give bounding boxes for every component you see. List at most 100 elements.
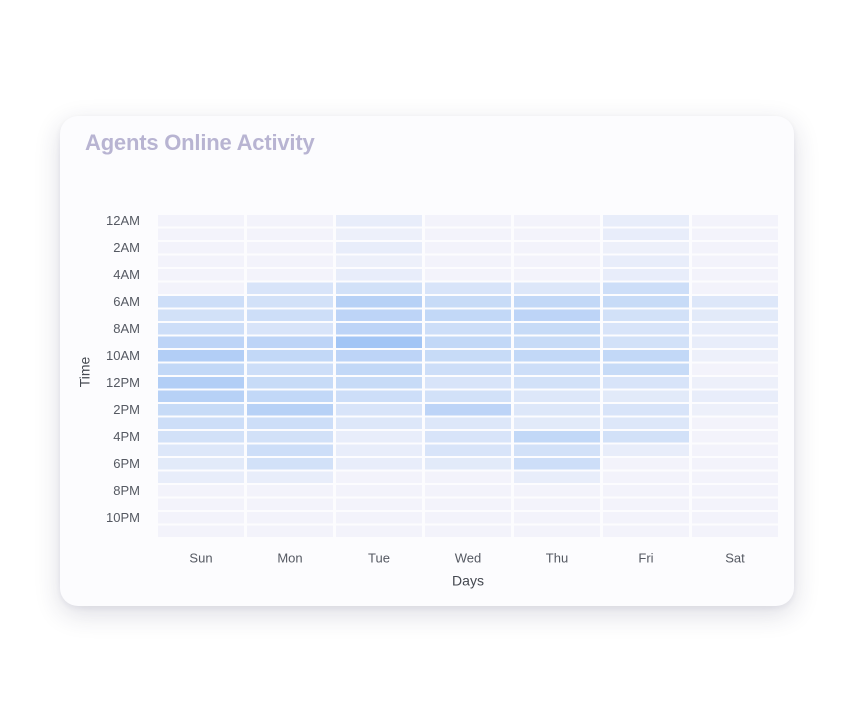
heatmap-cell: [603, 498, 689, 510]
heatmap-cell: [158, 390, 244, 402]
heatmap-cell: [158, 431, 244, 443]
y-tick-label: 10PM: [106, 510, 140, 525]
heatmap-cell: [514, 404, 600, 416]
heatmap-cell: [247, 471, 333, 483]
heatmap-cell: [247, 215, 333, 227]
heatmap-cell: [247, 377, 333, 389]
heatmap-cell: [514, 296, 600, 308]
heatmap-cell: [603, 390, 689, 402]
heatmap-cell: [603, 431, 689, 443]
heatmap-cell: [425, 431, 511, 443]
heatmap-cell: [158, 255, 244, 267]
heatmap-cell: [603, 377, 689, 389]
heatmap-cell: [247, 390, 333, 402]
heatmap-cell: [158, 336, 244, 348]
x-tick-label: Thu: [546, 550, 568, 565]
heatmap-cell: [158, 471, 244, 483]
heatmap-cell: [158, 242, 244, 254]
heatmap-cell: [336, 296, 422, 308]
heatmap-cell: [247, 255, 333, 267]
heatmap-cell: [158, 377, 244, 389]
heatmap-cell: [425, 215, 511, 227]
heatmap-cell: [336, 498, 422, 510]
heatmap-cell: [692, 485, 778, 497]
heatmap-cell: [425, 377, 511, 389]
heatmap-cell: [247, 323, 333, 335]
heatmap-cell: [692, 458, 778, 470]
heatmap-cell: [692, 390, 778, 402]
heatmap-cell: [158, 215, 244, 227]
heatmap-cell: [336, 390, 422, 402]
activity-card: Agents Online Activity 12AM 2AM 4AM 6AM 8AM 1…: [60, 116, 794, 606]
heatmap-cell: [692, 363, 778, 375]
heatmap-cell: [336, 282, 422, 294]
heatmap-cell: [425, 242, 511, 254]
heatmap-cell: [692, 336, 778, 348]
heatmap-cell: [247, 512, 333, 524]
heatmap-cell: [514, 323, 600, 335]
heatmap-cell: [247, 282, 333, 294]
heatmap-cell: [692, 471, 778, 483]
heatmap-cell: [158, 525, 244, 537]
heatmap-cell: [692, 512, 778, 524]
heatmap-cell: [514, 498, 600, 510]
heatmap-cell: [158, 282, 244, 294]
heatmap-cell: [425, 404, 511, 416]
heatmap-cell: [425, 458, 511, 470]
heatmap-cell: [603, 458, 689, 470]
heatmap-cell: [514, 390, 600, 402]
heatmap-cell: [692, 255, 778, 267]
y-tick-label: 4PM: [113, 429, 140, 444]
heatmap-cell: [425, 228, 511, 240]
heatmap-cell: [425, 336, 511, 348]
heatmap-cell: [692, 431, 778, 443]
heatmap-cell: [692, 282, 778, 294]
heatmap-cell: [514, 336, 600, 348]
heatmap-cell: [336, 404, 422, 416]
heatmap-cell: [247, 228, 333, 240]
heatmap-cell: [603, 471, 689, 483]
heatmap-cell: [247, 431, 333, 443]
heatmap-cell: [336, 471, 422, 483]
heatmap-cell: [247, 242, 333, 254]
heatmap-cell: [247, 269, 333, 281]
heatmap-cell: [425, 444, 511, 456]
heatmap-cell: [692, 242, 778, 254]
heatmap-cell: [514, 282, 600, 294]
heatmap-cell: [247, 485, 333, 497]
heatmap-cell: [603, 323, 689, 335]
heatmap-chart: 12AM 2AM 4AM 6AM 8AM 10AM 12PM 2PM 4PM 6PM 8PM 10PM…: [77, 213, 778, 589]
heatmap-cell: [336, 525, 422, 537]
x-axis-title: Days: [452, 573, 484, 589]
heatmap-cell: [692, 498, 778, 510]
heatmap-cell: [336, 228, 422, 240]
heatmap-cell: [425, 323, 511, 335]
heatmap-cell: [603, 485, 689, 497]
heatmap-cell: [247, 458, 333, 470]
heatmap-cell: [514, 228, 600, 240]
heatmap-cell: [247, 444, 333, 456]
heatmap-cell: [425, 269, 511, 281]
heatmap-cell: [425, 363, 511, 375]
heatmap-cell: [425, 485, 511, 497]
heatmap-cell: [603, 363, 689, 375]
heatmap-cell: [336, 309, 422, 321]
heatmap-cell: [692, 404, 778, 416]
heatmap-cell: [336, 417, 422, 429]
heatmap-cell: [336, 323, 422, 335]
heatmap-cell: [336, 458, 422, 470]
y-tick-label: 2AM: [113, 240, 140, 255]
heatmap-cell: [692, 296, 778, 308]
heatmap-cell: [158, 323, 244, 335]
heatmap-cell: [603, 417, 689, 429]
heatmap-cell: [247, 404, 333, 416]
heatmap-cell: [247, 296, 333, 308]
x-tick-label: Sat: [725, 550, 745, 565]
heatmap-cell: [425, 350, 511, 362]
heatmap-cell: [425, 282, 511, 294]
heatmap-cell: [425, 471, 511, 483]
heatmap-cell: [247, 309, 333, 321]
heatmap-cell: [692, 323, 778, 335]
heatmap-cell: [692, 525, 778, 537]
heatmap-cell: [603, 269, 689, 281]
